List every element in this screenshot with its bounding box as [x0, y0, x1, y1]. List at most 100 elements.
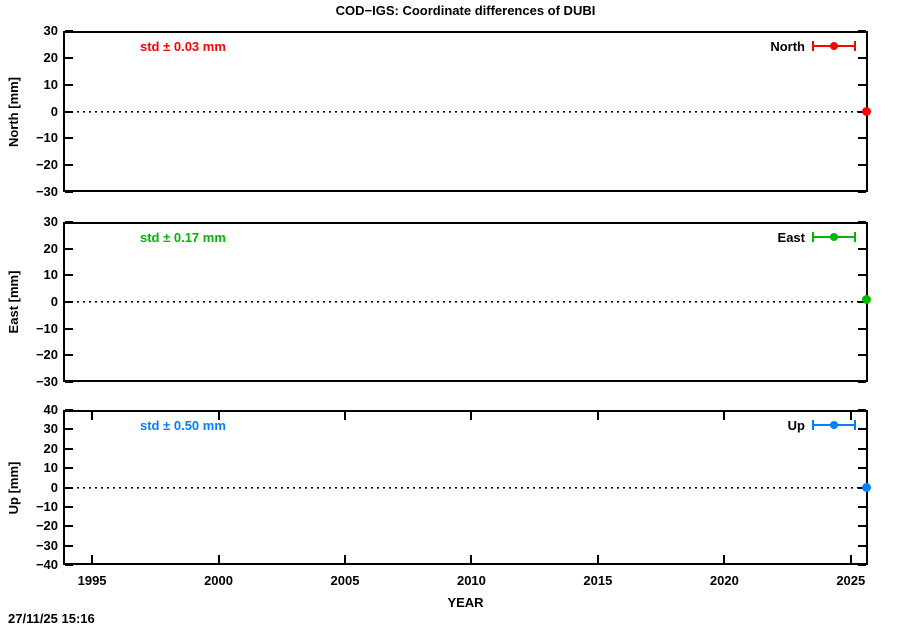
- legend-label-up: Up: [787, 418, 805, 433]
- y-tick-label: 20: [43, 440, 58, 456]
- y-tick-right: [858, 409, 866, 411]
- x-tick-top: [723, 412, 726, 420]
- y-tick-left: [65, 274, 73, 277]
- x-axis-label: YEAR: [447, 595, 484, 610]
- y-tick-right: [858, 56, 866, 59]
- y-tick-label: −30: [35, 537, 58, 553]
- y-tick-label: 10: [43, 267, 58, 283]
- y-tick-label: 0: [50, 294, 58, 309]
- y-tick-right: [858, 381, 866, 383]
- y-tick-left: [65, 505, 73, 508]
- y-tick-label: 10: [43, 76, 58, 92]
- std-label-up: std ± 0.50 mm: [140, 418, 226, 433]
- y-axis-title-east: East [mm]: [6, 270, 21, 334]
- y-tick-right: [858, 505, 866, 508]
- chart-title: COD−IGS: Coordinate differences of DUBI: [335, 3, 596, 18]
- y-tick-right: [858, 247, 866, 250]
- x-tick-top: [343, 412, 346, 420]
- y-tick-left: [65, 247, 73, 250]
- x-tick-label: 2005: [330, 573, 360, 588]
- y-tick-left: [65, 56, 73, 59]
- data-point-east: [861, 295, 871, 305]
- timestamp: 27/11/25 15:16: [8, 611, 95, 626]
- y-tick-label: −20: [35, 157, 58, 173]
- x-tick-top: [91, 412, 94, 420]
- y-tick-right: [858, 467, 866, 470]
- y-tick-right: [858, 274, 866, 277]
- y-tick-label: 20: [43, 49, 58, 65]
- y-tick-right: [858, 525, 866, 528]
- y-tick-left: [65, 486, 73, 489]
- std-label-north: std ± 0.03 mm: [140, 39, 226, 54]
- y-tick-label: −20: [35, 518, 58, 534]
- x-tick-label: 2000: [204, 573, 233, 588]
- y-tick-left: [65, 327, 73, 330]
- y-tick-right: [858, 544, 866, 547]
- zero-line-up: [65, 486, 866, 489]
- y-tick-label: −40: [35, 557, 58, 572]
- y-tick-right: [858, 191, 866, 193]
- y-tick-right: [858, 428, 866, 431]
- y-tick-label: −10: [35, 320, 58, 336]
- y-tick-left: [65, 221, 73, 223]
- y-tick-left: [65, 83, 73, 86]
- x-tick-bottom: [217, 555, 220, 563]
- x-tick-top: [217, 412, 220, 420]
- y-axis-title-up: Up [mm]: [6, 461, 21, 514]
- y-tick-right: [858, 221, 866, 223]
- y-tick-label: 40: [43, 402, 58, 417]
- y-tick-left: [65, 381, 73, 383]
- y-tick-right: [858, 564, 866, 566]
- x-tick-top: [849, 412, 852, 420]
- zero-line-east: [65, 301, 866, 303]
- x-tick-bottom: [596, 555, 599, 563]
- y-tick-left: [65, 467, 73, 470]
- y-tick-label: 0: [50, 479, 58, 495]
- x-tick-top: [596, 412, 599, 420]
- x-tick-bottom: [91, 555, 94, 563]
- x-tick-bottom: [343, 555, 346, 563]
- y-tick-label: −10: [35, 498, 58, 514]
- y-tick-left: [65, 564, 73, 566]
- x-tick-label: 1995: [77, 573, 107, 588]
- y-tick-left: [65, 354, 73, 357]
- x-tick-label: 2010: [456, 573, 486, 588]
- y-tick-label: 0: [50, 103, 58, 119]
- y-axis-title-north: North [mm]: [6, 76, 21, 147]
- legend-label-east: East: [777, 230, 805, 245]
- y-tick-right: [858, 30, 866, 32]
- y-tick-left: [65, 110, 73, 113]
- y-tick-label: −20: [35, 347, 58, 363]
- y-tick-right: [858, 354, 866, 357]
- y-tick-label: −10: [35, 130, 58, 146]
- x-tick-label: 2020: [709, 573, 739, 588]
- y-tick-label: 30: [43, 421, 58, 437]
- y-tick-left: [65, 525, 73, 528]
- legend-sample-cap-right-east: [854, 232, 856, 242]
- y-tick-label: 10: [43, 460, 58, 476]
- y-tick-left: [65, 30, 73, 32]
- data-point-north: [861, 107, 871, 116]
- std-label-east: std ± 0.17 mm: [140, 230, 226, 245]
- y-tick-left: [65, 164, 73, 167]
- y-tick-left: [65, 409, 73, 411]
- legend-label-north: North: [770, 39, 805, 54]
- y-tick-right: [858, 83, 866, 86]
- legend-sample-dot-up: [830, 421, 838, 429]
- y-tick-label: −30: [35, 374, 58, 389]
- x-tick-bottom: [723, 555, 726, 563]
- y-tick-label: 30: [43, 23, 58, 38]
- y-tick-left: [65, 191, 73, 193]
- x-tick-label: 2025: [836, 573, 866, 588]
- x-tick-top: [470, 412, 473, 420]
- y-tick-left: [65, 447, 73, 450]
- y-tick-right: [858, 164, 866, 167]
- legend-sample-cap-right-north: [854, 41, 856, 51]
- data-point-up: [861, 483, 871, 492]
- y-tick-label: 30: [43, 214, 58, 229]
- legend-sample-dot-east: [830, 233, 838, 241]
- legend-sample-cap-left-east: [812, 232, 814, 242]
- legend-sample-cap-left-north: [812, 41, 814, 51]
- y-tick-label: 20: [43, 240, 58, 256]
